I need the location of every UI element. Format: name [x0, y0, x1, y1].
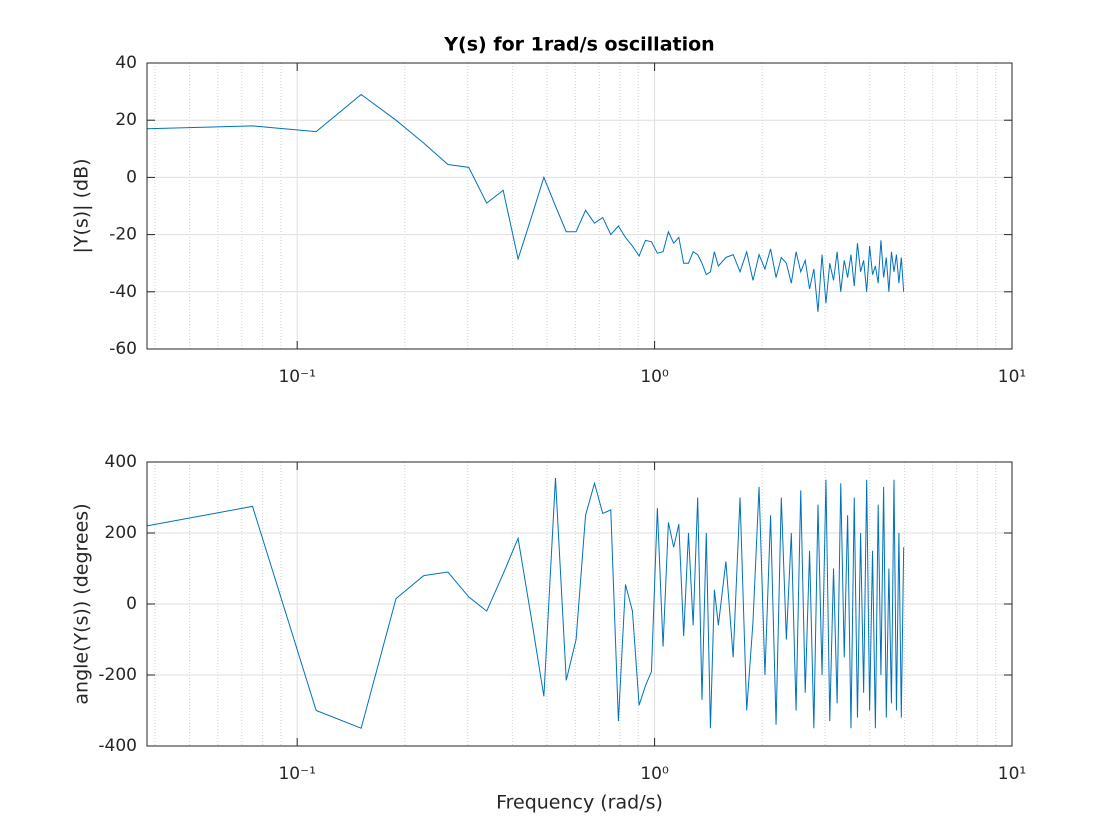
axes-box	[146, 461, 1013, 747]
y-axis-label: angle(Y(s)) (degrees)	[71, 503, 93, 704]
y-tick-label: 20	[115, 110, 137, 130]
y-axis-label: |Y(s)| (dB)	[71, 158, 93, 253]
y-tick-label: -20	[109, 225, 137, 245]
x-tick-label: 10⁰	[640, 367, 669, 387]
x-axis-label: Frequency (rad/s)	[496, 792, 663, 814]
x-tick-label: 10⁻¹	[278, 764, 315, 784]
data-line	[146, 93, 905, 312]
y-tick-label: 0	[126, 594, 137, 614]
x-tick-label: 10¹	[998, 764, 1026, 784]
y-tick-label: 400	[105, 452, 137, 472]
x-tick-label: 10¹	[998, 367, 1026, 387]
chart-title: Y(s) for 1rad/s oscillation	[443, 34, 714, 56]
y-tick-label: -200	[98, 665, 137, 685]
y-tick-label: -60	[109, 339, 137, 359]
data-line	[146, 477, 905, 729]
y-tick-label: 40	[115, 53, 137, 73]
y-tick-label: -400	[98, 736, 137, 756]
y-tick-label: 0	[126, 167, 137, 187]
plot-area	[147, 63, 1012, 349]
x-tick-label: 10⁻¹	[278, 367, 315, 387]
y-tick-label: -40	[109, 282, 137, 302]
axes-box	[146, 62, 1013, 350]
x-tick-label: 10⁰	[640, 764, 669, 784]
y-tick-label: 200	[105, 523, 137, 543]
